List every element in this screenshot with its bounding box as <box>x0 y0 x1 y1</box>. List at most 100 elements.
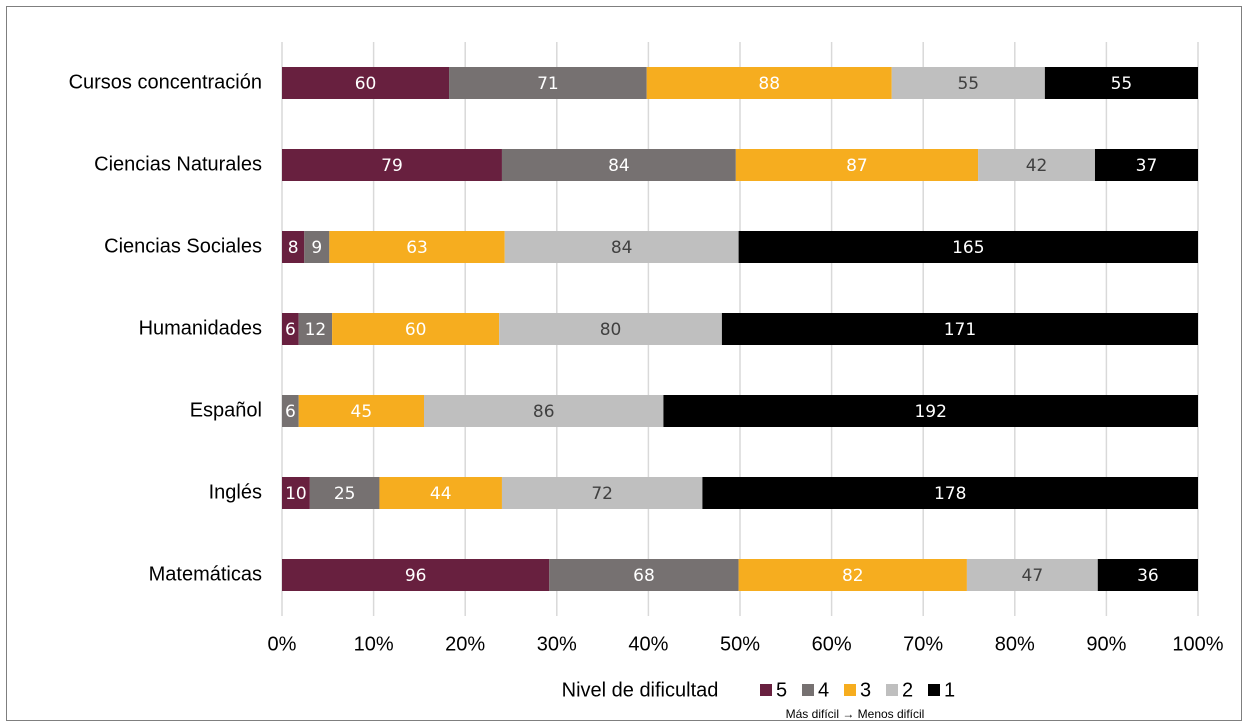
bar-segment <box>298 395 424 427</box>
chart-frame <box>6 6 1242 721</box>
bar-segment <box>423 395 664 427</box>
y-tick-label: Ciencias Sociales <box>104 235 262 257</box>
data-label: 79 <box>381 156 403 176</box>
data-label: 88 <box>758 74 780 94</box>
data-label: 8 <box>288 238 299 258</box>
bar-segment <box>329 231 505 263</box>
legend-swatch <box>760 684 772 696</box>
y-tick-label: Cursos concentración <box>69 71 262 93</box>
data-label: 63 <box>406 238 428 258</box>
data-label: 171 <box>944 320 976 340</box>
data-label: 96 <box>405 566 427 586</box>
data-label: 82 <box>842 566 864 586</box>
legend-swatch <box>886 684 898 696</box>
x-tick-label: 80% <box>995 633 1035 655</box>
x-tick-label: 30% <box>537 633 577 655</box>
bar-segment <box>504 231 739 263</box>
bar-segment <box>721 313 1198 345</box>
bar-segment <box>966 559 1098 591</box>
x-tick-label: 40% <box>628 633 668 655</box>
x-tick-label: 90% <box>1086 633 1126 655</box>
bar-segment <box>304 231 330 263</box>
legend-label: 4 <box>818 679 829 701</box>
data-label: 9 <box>311 238 322 258</box>
bar-segment <box>282 477 310 509</box>
x-tick-label: 20% <box>445 633 485 655</box>
data-label: 72 <box>591 484 613 504</box>
data-label: 55 <box>957 74 979 94</box>
bar-segment <box>282 395 299 427</box>
x-tick-label: 70% <box>903 633 943 655</box>
data-label: 37 <box>1136 156 1158 176</box>
bar-segment <box>309 477 380 509</box>
y-tick-label: Matemáticas <box>149 563 262 585</box>
data-label: 87 <box>846 156 868 176</box>
legend-label: 1 <box>944 679 955 701</box>
legend-title: Nivel de dificultad <box>562 679 719 701</box>
bar-segment <box>738 559 967 591</box>
bar-segment <box>702 477 1198 509</box>
y-tick-label: Ciencias Naturales <box>94 153 262 175</box>
data-label: 25 <box>334 484 356 504</box>
bar-segment <box>298 313 333 345</box>
bar-segment <box>282 313 299 345</box>
data-label: 84 <box>611 238 633 258</box>
data-label: 36 <box>1137 566 1159 586</box>
data-label: 84 <box>608 156 630 176</box>
x-tick-label: 0% <box>268 633 297 655</box>
data-label: 80 <box>600 320 622 340</box>
legend-swatch <box>802 684 814 696</box>
data-label: 44 <box>430 484 452 504</box>
x-tick-label: 50% <box>720 633 760 655</box>
bar-segment <box>978 149 1095 181</box>
bar-segment <box>735 149 979 181</box>
bar-segment <box>1044 67 1198 99</box>
bar-segment <box>332 313 500 345</box>
data-label: 45 <box>351 402 373 422</box>
data-label: 178 <box>934 484 966 504</box>
y-tick-label: Inglés <box>209 481 262 503</box>
data-label: 60 <box>405 320 427 340</box>
bar-segment <box>891 67 1045 99</box>
data-label: 42 <box>1026 156 1048 176</box>
bar-segment <box>282 67 450 99</box>
legend-swatch <box>844 684 856 696</box>
legend-label: 2 <box>902 679 913 701</box>
data-label: 192 <box>914 402 946 422</box>
bar-segment <box>282 149 502 181</box>
bar-segment <box>501 477 703 509</box>
data-label: 165 <box>952 238 984 258</box>
bar-segment <box>738 231 1198 263</box>
legend-label: 5 <box>776 679 787 701</box>
x-tick-label: 100% <box>1172 633 1223 655</box>
data-label: 10 <box>285 484 307 504</box>
bar-segment <box>646 67 892 99</box>
data-label: 47 <box>1022 566 1044 586</box>
data-label: 6 <box>285 402 296 422</box>
bar-segment <box>501 149 736 181</box>
bar-segment <box>549 559 739 591</box>
bar-segment <box>449 67 647 99</box>
bar-segment <box>1097 559 1198 591</box>
bar-segment <box>282 559 550 591</box>
bar-segment <box>282 231 305 263</box>
y-tick-label: Humanidades <box>139 317 262 339</box>
data-label: 71 <box>537 74 559 94</box>
data-label: 55 <box>1111 74 1133 94</box>
data-label: 86 <box>533 402 555 422</box>
data-label: 60 <box>355 74 377 94</box>
legend-label: 3 <box>860 679 871 701</box>
data-label: 68 <box>633 566 655 586</box>
data-label: 6 <box>285 320 296 340</box>
bar-segment <box>379 477 502 509</box>
data-label: 12 <box>305 320 327 340</box>
legend-swatch <box>928 684 940 696</box>
x-tick-label: 60% <box>812 633 852 655</box>
bar-segment <box>499 313 722 345</box>
bar-segment <box>1094 149 1198 181</box>
bar-segment <box>663 395 1198 427</box>
x-tick-label: 10% <box>354 633 394 655</box>
legend-note: Más difícil → Menos difícil <box>786 707 925 721</box>
y-tick-label: Español <box>190 399 262 421</box>
